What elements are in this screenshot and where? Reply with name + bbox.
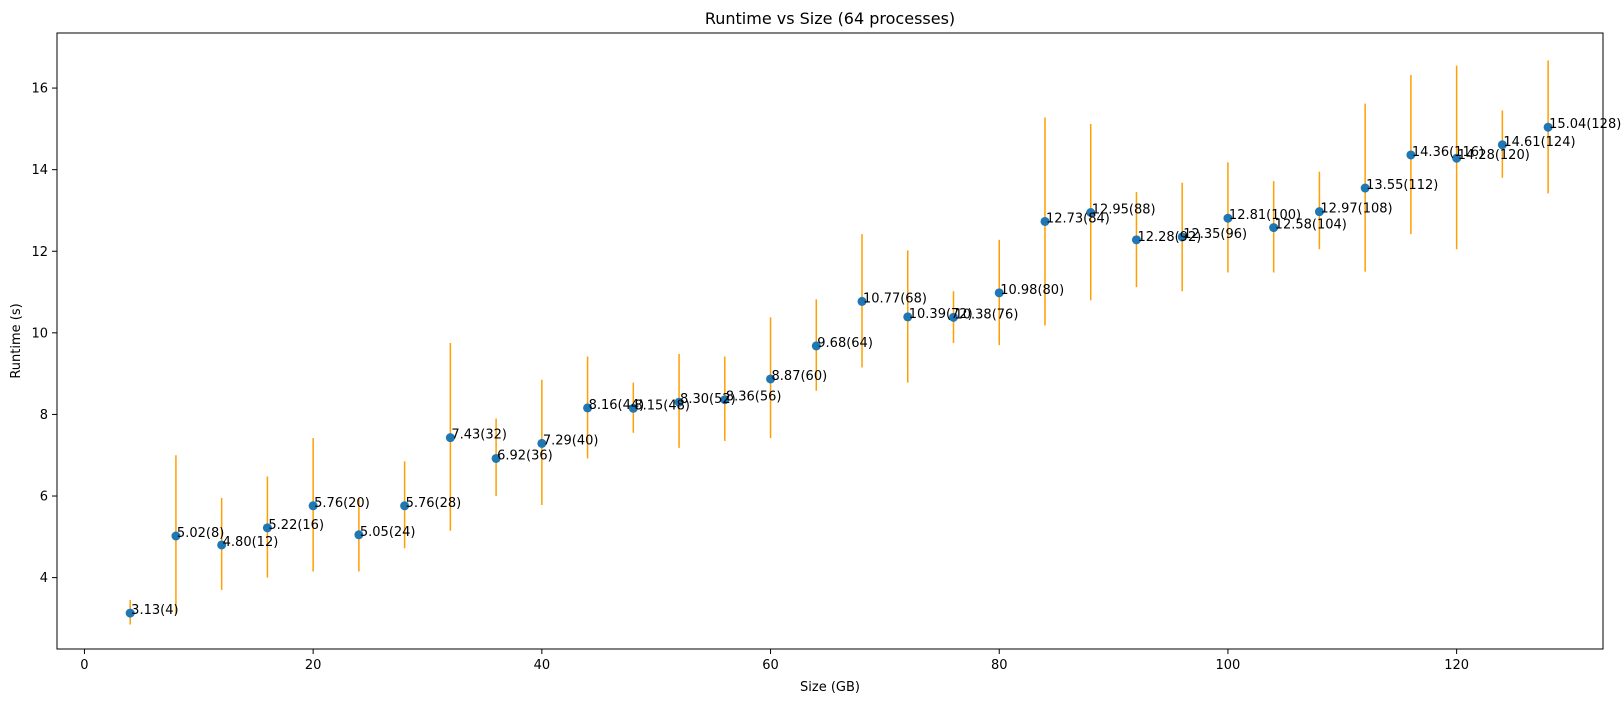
data-label: 7.29(40) [543,433,599,448]
x-tick-label: 0 [80,658,88,673]
x-tick-label: 40 [534,658,551,673]
data-label: 5.02(8) [177,526,224,541]
data-label: 6.92(36) [497,448,553,463]
data-point [1406,150,1416,160]
data-label: 12.81(100) [1229,208,1301,223]
data-label: 14.36(116) [1412,145,1484,160]
data-label: 12.58(104) [1275,218,1347,233]
data-label: 4.80(12) [223,535,279,550]
data-point [171,531,181,541]
data-label: 8.30(52) [680,392,736,407]
data-point [583,403,593,413]
data-label: 10.77(68) [863,291,927,306]
data-point [1543,122,1553,132]
y-tick-label: 12 [31,245,48,260]
chart-title: Runtime vs Size (64 processes) [705,9,955,28]
data-point [994,288,1004,298]
data-point [1223,213,1233,223]
data-point [1360,183,1370,193]
y-tick-label: 14 [31,163,48,178]
data-label: 8.36(56) [726,390,782,405]
data-label: 12.73(84) [1046,211,1110,226]
data-label: 5.76(28) [406,496,462,511]
data-point [217,540,227,550]
data-point [262,523,272,533]
data-points [125,122,1553,618]
data-point [720,395,730,405]
data-point [400,501,410,511]
data-label: 9.68(64) [817,336,873,351]
y-axis-ticks: 4 6 8 10 12 14 16 [31,82,57,586]
plot-area-frame [56,32,1604,650]
data-point [1131,235,1141,245]
data-point [766,374,776,384]
y-tick-label: 16 [31,82,48,97]
data-point [1269,223,1279,233]
data-label: 8.16(44) [589,398,645,413]
data-point [537,438,547,448]
x-tick-label: 60 [762,658,779,673]
data-point [628,403,638,413]
data-point [491,453,501,463]
data-label: 13.55(112) [1366,178,1438,193]
data-label: 5.76(20) [314,496,370,511]
data-point [857,296,867,306]
data-label: 10.39(72) [909,307,973,322]
data-label: 15.04(128) [1549,117,1621,132]
data-label: 12.28(92) [1137,230,1201,245]
data-label: 5.22(16) [268,518,324,533]
data-point [1086,207,1096,217]
x-tick-label: 100 [1216,658,1241,673]
data-label: 14.61(124) [1503,135,1575,150]
x-axis-label: Size (GB) [800,680,860,695]
data-point [1497,140,1507,150]
x-tick-label: 20 [305,658,322,673]
data-point [1314,207,1324,217]
data-point [948,312,958,322]
data-label: 8.87(60) [772,369,828,384]
data-label: 5.05(24) [360,525,416,540]
y-tick-label: 4 [40,571,48,586]
data-labels: 3.13(4) 5.02(8)4.80(12) 5.22(16) 5.76(20) 5.… [131,117,1621,618]
y-tick-label: 8 [40,408,48,423]
data-label: 10.98(80) [1000,283,1064,298]
data-label: 12.35(96) [1183,227,1247,242]
data-point [1040,216,1050,226]
data-point [811,341,821,351]
data-label: 10.38(76) [954,307,1018,322]
data-point [1452,153,1462,163]
data-point [125,608,135,618]
data-label: 8.15(48) [634,398,690,413]
y-tick-label: 10 [31,326,48,341]
y-axis-label: Runtime (s) [9,303,24,378]
data-point [674,397,684,407]
data-label: 12.95(88) [1092,202,1156,217]
y-tick-label: 6 [40,490,48,505]
data-point [1177,232,1187,242]
data-label: 14.28(120) [1458,148,1530,163]
data-point [445,433,455,443]
data-point [308,501,318,511]
data-label: 7.43(32) [451,428,507,443]
x-tick-label: 120 [1444,658,1469,673]
data-label: 12.97(108) [1320,202,1392,217]
x-axis-ticks: 0 20 40 60 80 100 120 [80,649,1469,673]
data-point [354,530,364,540]
data-point [903,312,913,322]
x-tick-label: 80 [991,658,1008,673]
data-label: 3.13(4) [131,603,178,618]
